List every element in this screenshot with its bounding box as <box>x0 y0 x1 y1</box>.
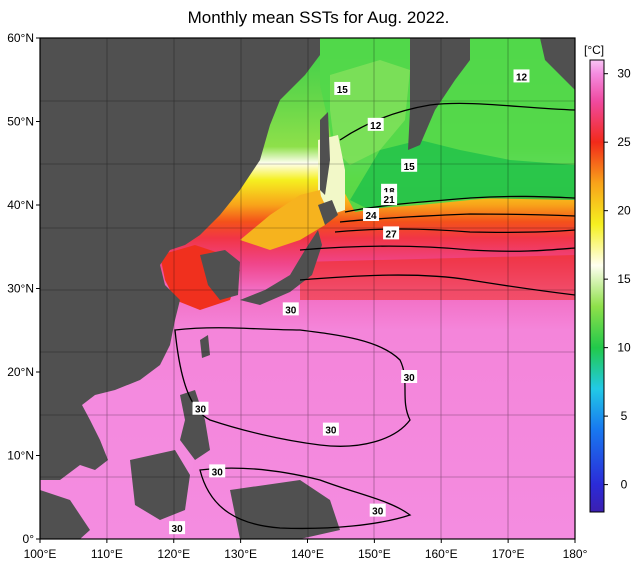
contour-label-text: 27 <box>386 229 398 240</box>
lat-tick-label: 0° <box>23 532 35 546</box>
contour-label-bg <box>282 302 299 316</box>
contour-label-bg <box>369 503 386 517</box>
contour-label-bg <box>367 117 384 131</box>
sumatra-island <box>40 490 90 539</box>
contour-label: 27 <box>383 226 400 240</box>
lon-tick-label: 150°E <box>358 547 391 561</box>
colorbar-ramp <box>589 59 605 513</box>
lon-tick-label: 170°E <box>492 547 525 561</box>
contour-label-bg <box>401 370 418 384</box>
contour-label: 21 <box>381 192 398 206</box>
contour-label-text: 30 <box>372 507 384 518</box>
korean-peninsula <box>200 250 240 300</box>
lat-tick-label: 50°N <box>7 115 34 129</box>
contour-label-bg <box>322 422 339 436</box>
contour-label-text: 30 <box>172 524 184 535</box>
contour-label-text: 15 <box>337 85 349 96</box>
contour-label: 15 <box>334 81 351 96</box>
contour-label: 15 <box>401 158 418 173</box>
landmass <box>40 38 575 539</box>
contour-label-text: 30 <box>285 305 297 316</box>
isotherm-27 <box>299 274 575 296</box>
lat-tick-label: 40°N <box>7 198 34 212</box>
contour-label-text: 12 <box>370 121 382 132</box>
philippines <box>180 390 210 460</box>
lon-tick-label: 130°E <box>224 547 257 561</box>
colorbar-ticks: 30 25 20 15 10 5 0 <box>604 67 631 492</box>
lon-tick-label: 100°E <box>24 547 57 561</box>
contour-label-text: 15 <box>404 162 416 173</box>
alaska-coast <box>540 38 575 90</box>
oyashio-cold-water <box>350 140 575 210</box>
colorbar-tick-label: 20 <box>617 204 631 218</box>
lat-tick-label: 20°N <box>7 365 34 379</box>
contour-label-bg <box>209 464 226 478</box>
contour-label: 30 <box>192 401 209 416</box>
isotherm-15 <box>344 195 575 213</box>
latitude-axis: 60°N 50°N 40°N 30°N 20°N 10°N 0° <box>7 31 40 546</box>
contour-label: 30 <box>209 464 226 478</box>
borneo-island <box>130 450 190 520</box>
contour-label-text: 21 <box>384 195 396 206</box>
contour-label-bg <box>192 401 209 415</box>
longitude-axis: 100°E 110°E 120°E 130°E 140°E 150°E 160°E 170°E… <box>24 539 588 561</box>
isotherm-21 <box>334 228 575 234</box>
contour-label: 30 <box>169 521 186 535</box>
sakhalin-island <box>320 112 330 195</box>
japan-hokkaido <box>318 200 338 225</box>
contour-label-bg <box>383 226 400 240</box>
contour-label: 30 <box>401 370 418 384</box>
contour-label-text: 30 <box>325 426 337 437</box>
lat-tick-label: 60°N <box>7 31 34 45</box>
sea-of-japan-warm-water <box>240 190 325 250</box>
contour-label-text: 30 <box>195 405 207 416</box>
contour-label-bg <box>381 192 398 206</box>
colorbar-tick-label: 0 <box>621 478 628 492</box>
contour-label: 12 <box>367 117 384 132</box>
colorbar-unit: [°C] <box>584 43 604 57</box>
taiwan-island <box>200 335 210 358</box>
colorbar: [°C] 30 25 20 15 10 5 0 <box>584 43 631 513</box>
contour-label-bg <box>363 208 380 222</box>
contour-label-bg <box>401 158 418 172</box>
contour-label-bg <box>334 81 351 95</box>
asia-mainland <box>40 38 320 480</box>
contour-label-text: 30 <box>212 467 224 478</box>
contour-labels: 151212151821242730303030303030 <box>169 69 530 535</box>
kuroshio-extension-red-band <box>300 255 575 300</box>
colorbar-tick-label: 15 <box>617 272 631 286</box>
contour-label-text: 30 <box>404 373 416 384</box>
contour-label: 30 <box>322 422 339 437</box>
isotherm-30-subtropical <box>174 327 411 447</box>
lat-tick-label: 30°N <box>7 282 34 296</box>
contour-label-text: 24 <box>365 211 377 222</box>
lat-tick-label: 10°N <box>7 449 34 463</box>
isotherm-30-south <box>199 467 412 530</box>
kamchatka-peninsula <box>408 38 470 150</box>
contour-label-text: 12 <box>516 72 528 83</box>
lon-tick-label: 120°E <box>157 547 190 561</box>
lon-tick-label: 140°E <box>291 547 324 561</box>
contour-label: 30 <box>369 503 386 518</box>
contour-label-bg <box>169 521 186 535</box>
contour-label: 24 <box>363 208 380 222</box>
lon-tick-label: 180° <box>563 547 588 561</box>
lon-tick-label: 160°E <box>425 547 458 561</box>
japan-honshu <box>240 230 322 305</box>
colorbar-tick-label: 25 <box>617 135 631 149</box>
plot-area: 151212151821242730303030303030 <box>40 38 575 539</box>
lon-tick-label: 110°E <box>91 547 123 561</box>
contour-label-bg <box>513 69 530 83</box>
colorbar-tick-label: 10 <box>617 341 631 355</box>
contour-label: 12 <box>513 69 530 83</box>
colorbar-tick-label: 30 <box>617 67 631 81</box>
colorbar-tick-label: 5 <box>621 409 628 423</box>
map-title: Monthly mean SSTs for Aug. 2022. <box>187 8 450 27</box>
contour-label: 30 <box>282 302 299 316</box>
isotherm-24 <box>299 245 575 252</box>
